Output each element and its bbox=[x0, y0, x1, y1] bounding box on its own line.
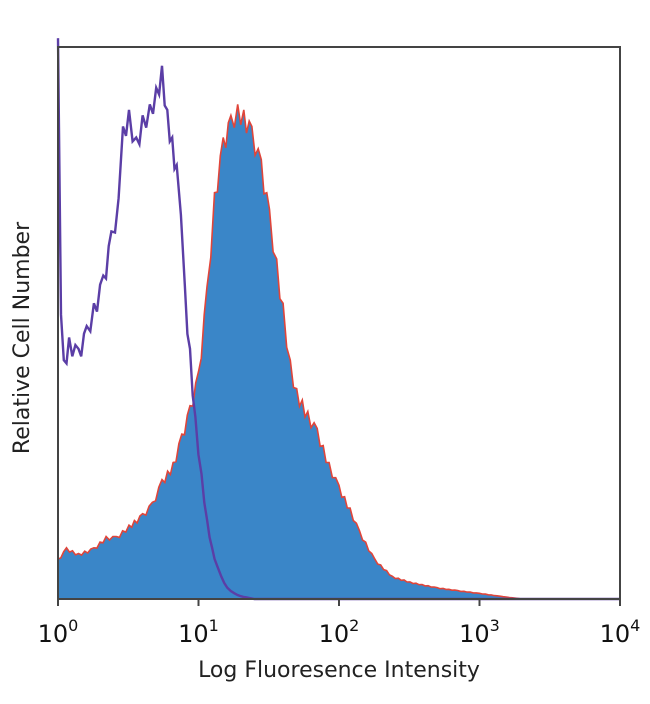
x-axis-title: Log Fluoresence Intensity bbox=[198, 658, 480, 683]
x-tick-label: 101 bbox=[178, 616, 219, 648]
filled-histogram-edge bbox=[57, 104, 522, 600]
x-axis: 100 101 102 103 104 bbox=[38, 599, 641, 648]
x-tick-label: 104 bbox=[600, 616, 641, 648]
plot-area bbox=[56, 38, 620, 601]
y-axis-title: Relative Cell Number bbox=[10, 221, 35, 454]
filled-histogram-area bbox=[58, 104, 522, 600]
x-tick-label: 102 bbox=[319, 616, 360, 648]
x-tick-label: 100 bbox=[38, 616, 79, 648]
x-tick-label: 103 bbox=[459, 616, 500, 648]
